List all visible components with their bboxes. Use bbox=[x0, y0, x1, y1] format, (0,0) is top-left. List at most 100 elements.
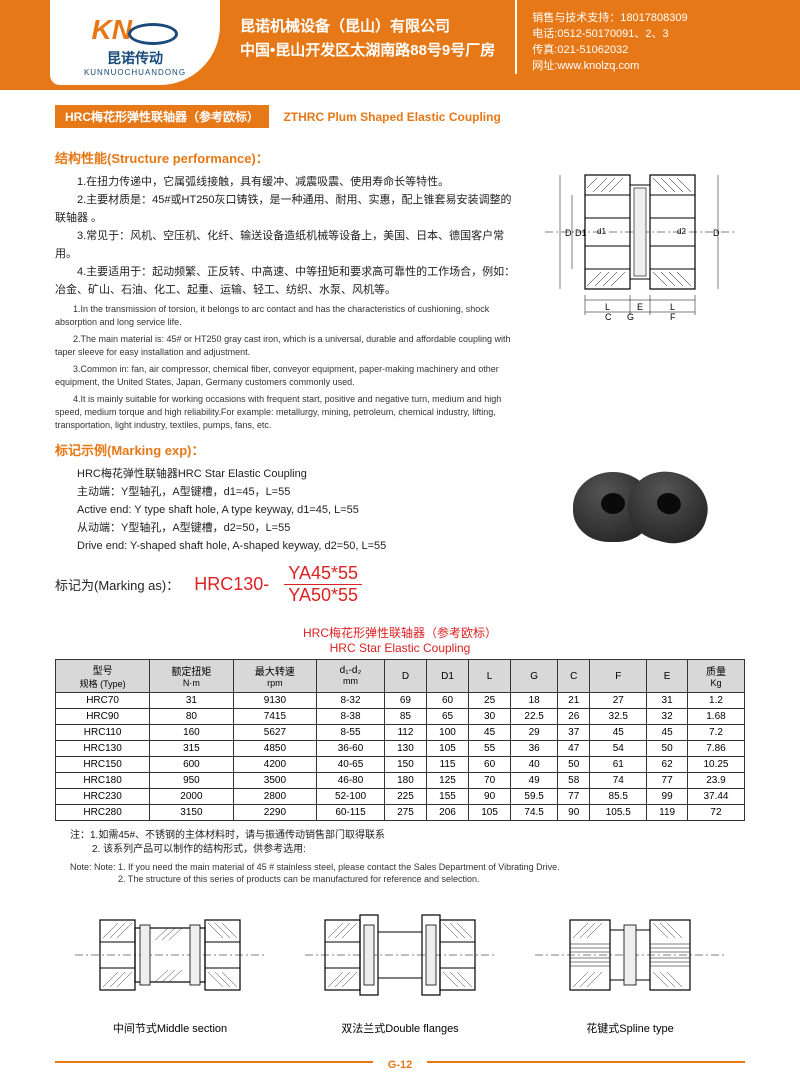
svg-text:d2: d2 bbox=[677, 227, 686, 236]
note-1: 注：1.如需45#、不锈钢的主体材料时，请与振通传动销售部门取得联系 bbox=[70, 829, 745, 843]
marking-l3: Active end: Y type shaft hole, A type ke… bbox=[55, 501, 520, 519]
table-cell: HRC180 bbox=[56, 773, 150, 789]
structure-e1: 1.In the transmission of torsion, it bel… bbox=[55, 303, 520, 329]
table-cell: 45 bbox=[590, 725, 647, 741]
marking-l2: 主动端：Y型轴孔，A型键槽，d1=45，L=55 bbox=[55, 483, 520, 501]
table-cell: 37 bbox=[558, 725, 590, 741]
structure-e3: 3.Common in: fan, air compressor, chemic… bbox=[55, 363, 520, 389]
svg-text:D: D bbox=[565, 228, 572, 238]
table-cell: 60 bbox=[426, 693, 468, 709]
table-cell: 5627 bbox=[233, 725, 316, 741]
marking-heading: 标记示例(Marking exp)： bbox=[55, 440, 520, 459]
table-cell: 105.5 bbox=[590, 805, 647, 821]
table-cell: 4200 bbox=[233, 757, 316, 773]
table-cell: 105 bbox=[469, 805, 511, 821]
spline-type-icon bbox=[530, 900, 730, 1010]
table-cell: HRC150 bbox=[56, 757, 150, 773]
structure-section: 结构性能(Structure performance)： 1.在扭力传递中，它属… bbox=[55, 140, 745, 432]
table-cell: 21 bbox=[558, 693, 590, 709]
table-cell: 47 bbox=[558, 741, 590, 757]
table-cell: 74.5 bbox=[511, 805, 558, 821]
logo-oval-icon bbox=[128, 23, 178, 45]
company-address: 中国•昆山开发区太湖南路88号9号厂房 bbox=[240, 39, 495, 63]
structure-p4: 4.主要适用于：起动频繁、正反转、中高速、中等扭矩和要求高可靠性的工作场合，例如… bbox=[55, 263, 520, 299]
table-cell: 115 bbox=[426, 757, 468, 773]
structure-p3: 3.常见于：风机、空压机、化纤、输送设备造纸机械等设备上，美国、日本、德国客户常… bbox=[55, 227, 520, 263]
marking-l5: Drive end: Y-shaped shaft hole, A-shaped… bbox=[55, 537, 520, 555]
diagram-spline-type: 花键式Spline type bbox=[527, 900, 734, 1036]
table-cell: 7415 bbox=[233, 709, 316, 725]
table-cell: 74 bbox=[590, 773, 647, 789]
table-cell: 2000 bbox=[150, 789, 233, 805]
th-D1: D1 bbox=[426, 660, 468, 693]
structure-p2: 2.主要材质是：45#或HT250灰口铸铁，是一种通用、耐用、实惠，配上锥套易安… bbox=[55, 191, 520, 227]
th-E: E bbox=[647, 660, 688, 693]
table-cell: 52-100 bbox=[317, 789, 385, 805]
table-cell: 60-115 bbox=[317, 805, 385, 821]
table-row: HRC2803150229060-11527520610574.590105.5… bbox=[56, 805, 745, 821]
th-weight: 质量Kg bbox=[687, 660, 744, 693]
table-cell: 85 bbox=[384, 709, 426, 725]
logo-pinyin: KUNNUOCHUANDONG bbox=[84, 68, 186, 77]
spec-table: 型号规格 (Type) 额定扭矩N·m 最大转速rpm d₁-d₂mm D D1… bbox=[55, 659, 745, 821]
table-cell: 99 bbox=[647, 789, 688, 805]
marking-num: YA45*55 bbox=[284, 563, 362, 585]
table-cell: 22.5 bbox=[511, 709, 558, 725]
table-cell: 90 bbox=[469, 789, 511, 805]
table-cell: 62 bbox=[647, 757, 688, 773]
content: HRC梅花形弹性联轴器（参考欧标） ZTHRC Plum Shaped Elas… bbox=[0, 90, 800, 1046]
svg-text:G: G bbox=[627, 312, 634, 322]
contact-tel: 电话:0512-50170091、2、3 bbox=[532, 26, 687, 42]
table-cell: 130 bbox=[384, 741, 426, 757]
table-cell: 9130 bbox=[233, 693, 316, 709]
table-cell: 27 bbox=[590, 693, 647, 709]
table-cell: HRC130 bbox=[56, 741, 150, 757]
table-cell: 59.5 bbox=[511, 789, 558, 805]
table-cell: 90 bbox=[558, 805, 590, 821]
svg-text:F: F bbox=[670, 312, 676, 322]
table-cell: 80 bbox=[150, 709, 233, 725]
th-rpm: 最大转速rpm bbox=[233, 660, 316, 693]
table-cell: 119 bbox=[647, 805, 688, 821]
note-e1: Note: Note: 1. If you need the main mate… bbox=[70, 861, 745, 873]
table-cell: 105 bbox=[426, 741, 468, 757]
table-cell: 2290 bbox=[233, 805, 316, 821]
table-cell: 32 bbox=[647, 709, 688, 725]
table-cell: 25 bbox=[469, 693, 511, 709]
table-cell: 72 bbox=[687, 805, 744, 821]
table-cell: 55 bbox=[469, 741, 511, 757]
structure-p1: 1.在扭力传递中，它属弧线接触，具有缓冲、减震吸震、使用寿命长等特性。 bbox=[55, 173, 520, 191]
table-cell: 77 bbox=[558, 789, 590, 805]
svg-text:D: D bbox=[713, 228, 720, 238]
table-cell: 18 bbox=[511, 693, 558, 709]
table-cell: 32.5 bbox=[590, 709, 647, 725]
th-D: D bbox=[384, 660, 426, 693]
table-cell: 60 bbox=[469, 757, 511, 773]
table-cell: 26 bbox=[558, 709, 590, 725]
technical-drawing: D D1 d1 d2 D L E L C G F bbox=[535, 140, 745, 325]
table-cell: 180 bbox=[384, 773, 426, 789]
contact-web: 网址:www.knolzq.com bbox=[532, 58, 687, 74]
diagram-label-3: 花键式Spline type bbox=[527, 1020, 734, 1036]
title-cn: HRC梅花形弹性联轴器（参考欧标） bbox=[55, 105, 269, 128]
table-cell: 29 bbox=[511, 725, 558, 741]
table-cell: 65 bbox=[426, 709, 468, 725]
structure-e2: 2.The main material is: 45# or HT250 gra… bbox=[55, 333, 520, 359]
diagram-label-2: 双法兰式Double flanges bbox=[297, 1020, 504, 1036]
table-cell: 315 bbox=[150, 741, 233, 757]
marking-as-label: 标记为(Marking as)： bbox=[55, 575, 179, 594]
page: KN 昆诺传动 KUNNUOCHUANDONG 昆诺机械设备（昆山）有限公司 中… bbox=[0, 0, 800, 1081]
header-bar: KN 昆诺传动 KUNNUOCHUANDONG 昆诺机械设备（昆山）有限公司 中… bbox=[0, 0, 800, 90]
table-cell: 600 bbox=[150, 757, 233, 773]
company-name: 昆诺机械设备（昆山）有限公司 bbox=[240, 15, 495, 39]
svg-text:L: L bbox=[670, 302, 675, 312]
table-cell: 31 bbox=[647, 693, 688, 709]
table-cell: 950 bbox=[150, 773, 233, 789]
th-L: L bbox=[469, 660, 511, 693]
structure-heading: 结构性能(Structure performance)： bbox=[55, 148, 520, 167]
footer: G-12 bbox=[55, 1061, 745, 1081]
table-row: HRC2302000280052-1002251559059.57785.599… bbox=[56, 789, 745, 805]
table-cell: 8-38 bbox=[317, 709, 385, 725]
page-number: G-12 bbox=[373, 1059, 427, 1071]
table-cell: 100 bbox=[426, 725, 468, 741]
